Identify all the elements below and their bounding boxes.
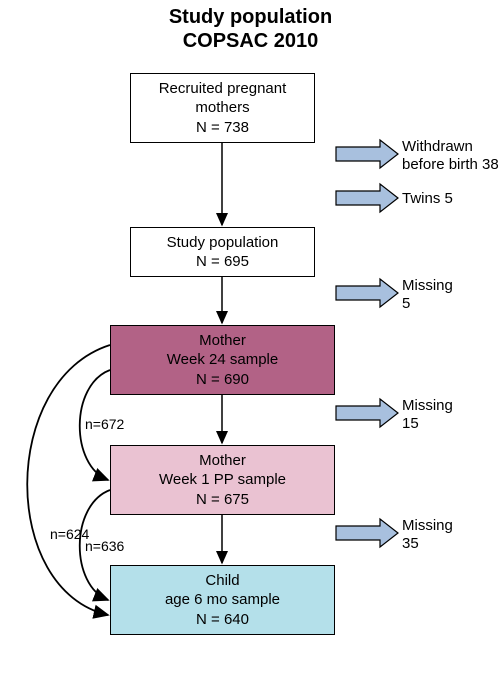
box-child-line2: age 6 mo sample [165,590,280,610]
box-recruited-n: N = 738 [196,118,249,138]
label-missing5-line2: 5 [402,295,453,313]
box-studypop-line1: Study population [167,233,279,253]
arrow-missing35 [336,519,398,547]
label-missing35: Missing 35 [402,517,453,553]
label-n672: n=672 [85,416,124,432]
label-missing35-line2: 35 [402,535,453,553]
label-withdrawn: Withdrawn before birth 38 [402,138,499,174]
arrow-missing15 [336,399,398,427]
box-studypop-n: N = 695 [196,252,249,272]
arrow-missing5 [336,279,398,307]
label-withdrawn-line2: before birth 38 [402,156,499,174]
label-n624: n=624 [50,526,89,542]
box-w1pp-n: N = 675 [196,490,249,510]
label-twins: Twins 5 [402,190,453,208]
label-missing15-line1: Missing [402,397,453,415]
arrow-withdrawn [336,140,398,168]
box-child-6mo: Child age 6 mo sample N = 640 [110,565,335,635]
box-w24-line1: Mother [199,331,246,351]
box-recruited-line2: mothers [195,98,249,118]
label-missing15: Missing 15 [402,397,453,433]
box-mother-w1pp: Mother Week 1 PP sample N = 675 [110,445,335,515]
title-line1: Study population [0,6,501,29]
arrow-twins [336,184,398,212]
box-w1pp-line1: Mother [199,451,246,471]
box-child-line1: Child [205,571,239,591]
box-w1pp-line2: Week 1 PP sample [159,470,286,490]
box-w24-n: N = 690 [196,370,249,390]
box-child-n: N = 640 [196,610,249,630]
label-n636: n=636 [85,538,124,554]
label-missing5: Missing 5 [402,277,453,313]
label-withdrawn-line1: Withdrawn [402,138,499,156]
label-missing5-line1: Missing [402,277,453,295]
edge-curve-w24-child [27,345,110,615]
label-twins-line1: Twins 5 [402,190,453,208]
box-recruited: Recruited pregnant mothers N = 738 [130,73,315,143]
label-missing15-line2: 15 [402,415,453,433]
box-w24-line2: Week 24 sample [167,350,278,370]
box-study-population: Study population N = 695 [130,227,315,277]
label-missing35-line1: Missing [402,517,453,535]
box-mother-w24: Mother Week 24 sample N = 690 [110,325,335,395]
box-recruited-line1: Recruited pregnant [159,79,287,99]
title-line2: COPSAC 2010 [0,30,501,53]
